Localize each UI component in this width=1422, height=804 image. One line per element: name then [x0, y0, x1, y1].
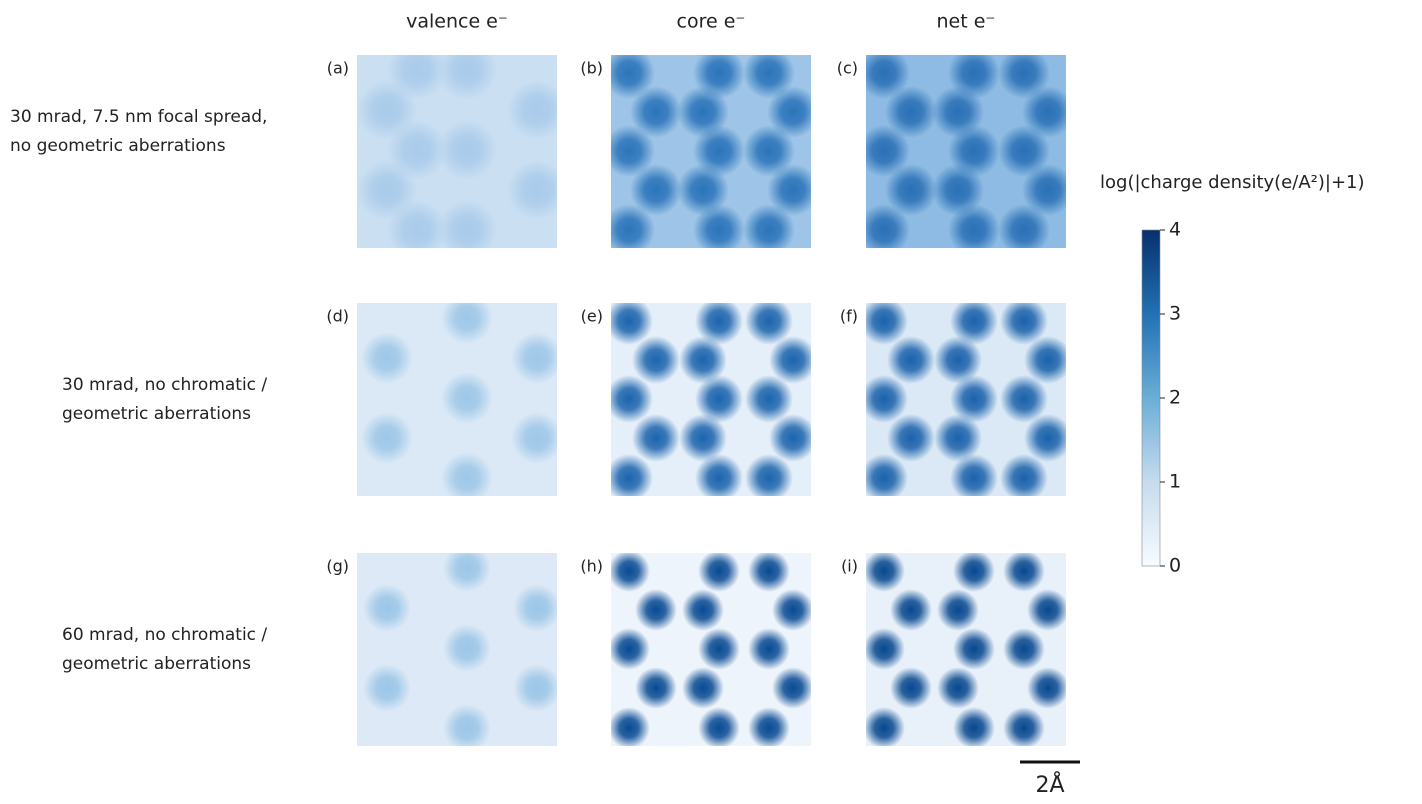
density-map — [866, 303, 1066, 496]
panel-label: (d) — [326, 307, 349, 326]
panel-label: (h) — [580, 557, 603, 576]
density-map — [611, 55, 811, 248]
density-map — [866, 55, 1066, 248]
column-title: core e⁻ — [677, 11, 746, 33]
density-map — [357, 553, 557, 746]
density-map — [611, 553, 811, 746]
colorbar-tick-label: 0 — [1169, 555, 1181, 577]
row-label: 30 mrad, 7.5 nm focal spread, — [10, 107, 267, 127]
colorbar-tick-label: 4 — [1169, 219, 1181, 241]
colorbar-tick-label: 1 — [1169, 471, 1181, 493]
row-label: geometric aberrations — [62, 654, 251, 674]
row-label: no geometric aberrations — [10, 136, 226, 156]
colorbar-tick-label: 2 — [1169, 387, 1181, 409]
density-map — [357, 303, 557, 496]
column-title: valence e⁻ — [406, 11, 508, 33]
panel-label: (e) — [581, 307, 603, 326]
row-label: 60 mrad, no chromatic / — [62, 625, 267, 645]
density-map — [611, 303, 811, 496]
panel-label: (f) — [840, 307, 858, 326]
colorbar-tick-label: 3 — [1169, 303, 1181, 325]
row-label: geometric aberrations — [62, 404, 251, 424]
density-map — [866, 553, 1066, 746]
panel-label: (a) — [327, 59, 349, 78]
colorbar — [1141, 229, 1161, 567]
panel-label: (c) — [837, 59, 858, 78]
column-title: net e⁻ — [937, 11, 996, 33]
panel-label: (b) — [580, 59, 603, 78]
panel-label: (g) — [326, 557, 349, 576]
panel-label: (i) — [841, 557, 858, 576]
row-label: 30 mrad, no chromatic / — [62, 375, 267, 395]
density-map — [357, 55, 557, 248]
scale-bar-label: 2Å — [1035, 771, 1064, 798]
colorbar-label: log(|charge density(e/A²)|+1) — [1100, 172, 1365, 193]
